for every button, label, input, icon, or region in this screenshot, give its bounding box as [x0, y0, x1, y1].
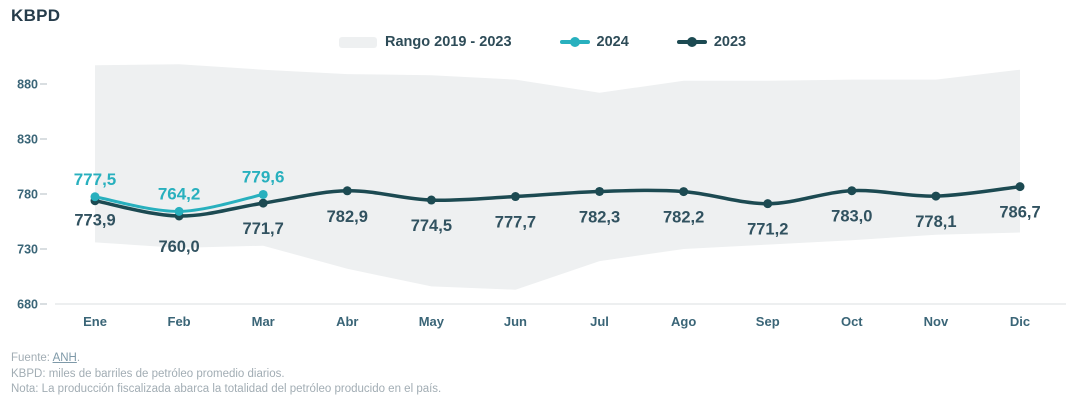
series-2023-point[interactable] [595, 186, 605, 196]
series-2023-value-label: 783,0 [831, 208, 872, 226]
series-2023-value-label: 771,7 [243, 220, 284, 238]
y-tick-mark [40, 193, 47, 195]
series-2024-value-label: 777,5 [74, 170, 117, 189]
series-2023-value-label: 760,0 [158, 238, 199, 256]
footer-source-line: Fuente: ANH. [11, 352, 81, 364]
legend-item-2023[interactable]: 2023 [676, 34, 747, 50]
y-tick-label: 880 [17, 78, 38, 92]
series-2023-value-label: 773,9 [74, 212, 115, 230]
y-tick-label: 830 [17, 133, 38, 147]
series-2023-line [93, 184, 1022, 218]
legend-range-label: Rango 2019 - 2023 [385, 34, 512, 50]
series-2023-point[interactable] [258, 198, 268, 208]
series-2023-point[interactable] [763, 199, 773, 209]
series-2023-value-label: 786,7 [999, 204, 1040, 222]
chart-legend: Rango 2019 - 2023 2024 2023 [339, 34, 746, 50]
y-tick-label: 730 [17, 243, 38, 257]
series-2023-point[interactable] [679, 187, 689, 197]
series-2023-point[interactable] [426, 195, 436, 205]
series-2023-marker-icon [676, 36, 707, 47]
legend-item-2024[interactable]: 2024 [559, 34, 629, 50]
anh-link[interactable]: ANH [52, 352, 77, 364]
production-line-chart: 880 830 780 730 680 Ene Feb Mar Abr May Jun Jul Ago S… [17, 64, 1066, 329]
series-2023-point[interactable] [1015, 182, 1025, 192]
x-tick-label: Nov [924, 314, 949, 329]
x-tick-label: May [419, 314, 445, 329]
series-2023-value-label: 771,2 [747, 221, 788, 239]
series-2024-marker-icon [559, 36, 590, 47]
y-tick-mark [40, 138, 47, 140]
x-tick-label: Jun [504, 314, 527, 329]
series-2023-value-label: 782,3 [579, 208, 620, 226]
x-tick-label: Jul [590, 314, 609, 329]
series-2023-point[interactable] [847, 186, 857, 196]
y-tick-mark [40, 83, 47, 85]
series-2024-point[interactable] [258, 189, 268, 199]
series-2023-value-label: 778,1 [915, 213, 956, 231]
footer-notes: Fuente: ANH. KBPD: miles de barriles de … [11, 351, 441, 398]
legend-2024-label: 2024 [596, 34, 629, 50]
footer-production-note: Nota: La producción fiscalizada abarca l… [11, 383, 442, 395]
y-tick-label: 780 [17, 188, 38, 202]
y-tick-mark [40, 303, 47, 305]
page-title: KBPD [11, 6, 61, 25]
series-2024-value-label: 764,2 [158, 184, 201, 203]
range-band-swatch [339, 36, 377, 48]
series-2023-point[interactable] [510, 192, 520, 202]
series-2024-point[interactable] [90, 192, 100, 202]
series-2024-point[interactable] [174, 206, 184, 216]
legend-item-range[interactable]: Rango 2019 - 2023 [339, 34, 512, 50]
x-tick-label: Dic [1010, 314, 1030, 329]
footer-kbpd-note: KBPD: miles de barriles de petróleo prom… [11, 367, 285, 380]
x-tick-label: Mar [252, 314, 275, 329]
series-2023-value-label: 777,7 [495, 214, 536, 232]
y-tick-label: 680 [17, 298, 38, 312]
legend-2023-label: 2023 [713, 34, 747, 50]
range-band-area [95, 64, 1020, 290]
x-tick-label: Ago [671, 314, 696, 329]
series-2023-value-label: 782,2 [663, 209, 704, 227]
series-2023-point[interactable] [342, 186, 352, 196]
x-tick-label: Ene [83, 314, 107, 329]
series-2023-value-label: 774,5 [411, 217, 452, 235]
series-2023-point[interactable] [931, 191, 941, 201]
y-tick-mark [40, 248, 47, 250]
x-tick-label: Feb [168, 314, 191, 329]
series-2024-value-label: 779,6 [242, 167, 285, 186]
x-tick-label: Sep [756, 314, 780, 329]
x-tick-label: Oct [841, 314, 863, 329]
x-tick-label: Abr [336, 314, 358, 329]
series-2023-value-label: 782,9 [327, 208, 368, 226]
